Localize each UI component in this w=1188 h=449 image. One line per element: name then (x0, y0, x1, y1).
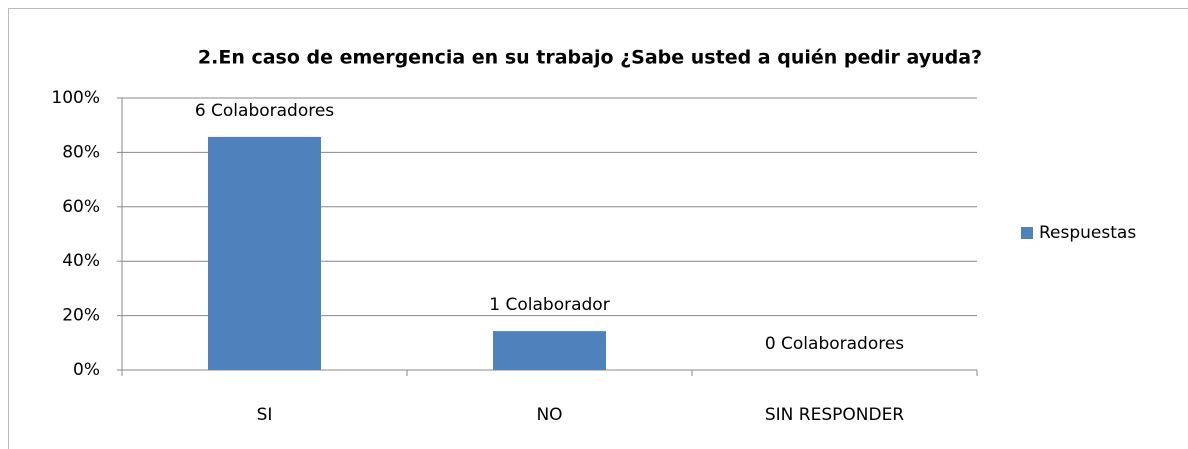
y-tick-label: 80% (62, 142, 100, 162)
annotation: 1 Colaborador (489, 295, 609, 315)
y-tick-label: 40% (62, 251, 100, 271)
x-tick-label: NO (536, 405, 562, 425)
chart-border (8, 8, 1188, 449)
y-tick-label: 60% (62, 197, 100, 217)
bar (493, 331, 606, 370)
legend-swatch (1021, 227, 1033, 239)
legend-label: Respuestas (1039, 223, 1136, 243)
annotation: 0 Colaboradores (765, 334, 904, 354)
x-tick-label: SIN RESPONDER (765, 405, 904, 425)
bar (208, 136, 321, 370)
y-tick-label: 100% (51, 88, 100, 108)
annotation: 6 Colaboradores (195, 101, 334, 121)
y-tick-label: 0% (73, 360, 100, 380)
y-tick-label: 20% (62, 306, 100, 326)
chart-title: 2.En caso de emergencia en su trabajo ¿S… (198, 47, 982, 69)
x-tick-label: SI (257, 405, 273, 425)
